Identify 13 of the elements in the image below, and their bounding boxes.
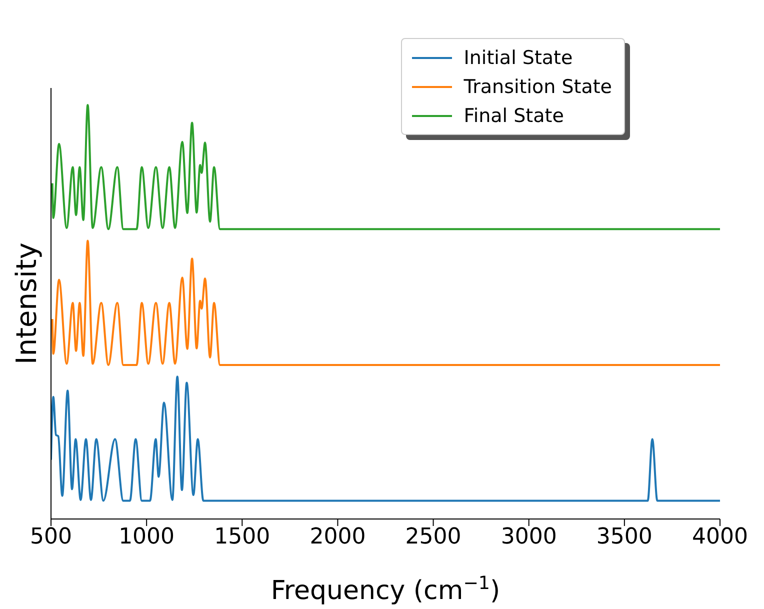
x-tick-label: 1000: [118, 524, 175, 550]
x-axis-title: Frequency (cm$^{−1}$): [270, 572, 500, 606]
x-tick-label: 500: [30, 524, 72, 550]
y-axis-title: Intensity: [10, 242, 43, 364]
x-tick-label: 3500: [596, 524, 652, 550]
x-tick-label: 3000: [500, 524, 557, 550]
legend-label: Final State: [464, 104, 564, 126]
x-tick-label: 1500: [214, 524, 270, 550]
legend-label: Initial State: [464, 46, 573, 68]
x-tick-label: 2500: [405, 524, 462, 550]
legend-label: Transition State: [464, 76, 612, 98]
x-tick-label: 4000: [692, 524, 748, 550]
x-tick-label: 2000: [310, 524, 366, 550]
